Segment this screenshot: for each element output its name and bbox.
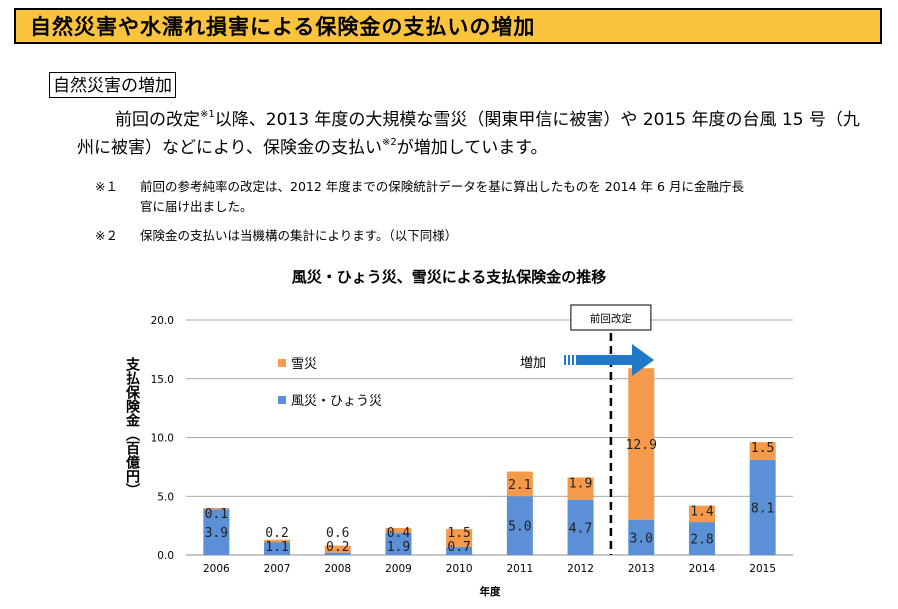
y-axis-label: 支払保険金（百億円） [124,357,140,497]
revision-label: 前回改定 [590,312,632,325]
arrow-tail-stripe [564,355,566,365]
bar-wind-hail [628,519,655,555]
x-tick-label: 2015 [749,563,776,575]
data-label-snow: 1.5 [447,526,470,541]
x-tick-label: 2007 [264,563,291,575]
data-label-wind-hail: 2.8 [690,533,713,548]
data-label-wind-hail: 3.0 [630,531,653,546]
x-axis-title: 年度 [480,585,501,598]
bar-wind-hail [203,509,230,555]
bar-wind-hail [264,542,291,555]
y-tick-label: 15.0 [151,374,174,386]
footnote-ref-1: ※1 [200,109,215,120]
page-title-banner: 自然災害や水濡れ損害による保険金の支払いの増加 [14,8,882,44]
data-label-snow: 0.2 [265,526,288,541]
data-label-wind-hail: 5.0 [508,520,531,535]
data-label-wind-hail: 1.9 [387,540,410,555]
footnote-1-continuation: 官に届け出ました。 [140,199,253,214]
legend-swatch-wind-hail [278,396,286,404]
data-label-wind-hail: 0.7 [447,540,470,555]
increase-label: 増加 [520,356,546,371]
x-tick-label: 2008 [324,563,351,575]
chart-title: 風災・ひょう災、雪災による支払保険金の推移 [291,268,607,286]
bar-wind-hail [446,546,473,555]
data-label-wind-hail: 1.1 [265,540,288,555]
data-label-snow: 12.9 [626,438,657,453]
x-tick-label: 2010 [446,563,473,575]
y-tick-label: 5.0 [157,491,174,503]
data-label-snow: 2.1 [508,478,531,493]
revision-label-box [570,304,652,331]
x-tick-label: 2013 [628,563,655,575]
bar-wind-hail [749,459,776,555]
x-tick-label: 2012 [567,563,594,575]
data-label-snow: 1.4 [690,505,714,520]
bar-snow [688,505,715,523]
bar-snow [203,508,230,510]
bar-snow [749,442,776,460]
body-paragraph: 前回の改定※1以降、2013 年度の大規模な雪災（関東甲信に被害）や 2015 … [77,106,867,162]
paragraph-part1: 前回の改定 [115,110,200,130]
footnote-1-marker: ※１ [95,179,118,194]
arrow-head [632,344,654,376]
page-title: 自然災害や水濡れ損害による保険金の支払いの増加 [30,15,536,39]
x-tick-label: 2006 [203,563,230,575]
legend-swatch-snow [278,359,286,367]
footnote-2-marker: ※２ [95,228,118,243]
legend-label-wind-hail: 風災・ひょう災 [291,394,382,409]
data-label-snow: 0.1 [205,507,228,522]
bar-snow [324,545,351,553]
footnote-2: ※２ 保険金の支払いは当機構の集計によります。（以下同様） [95,226,457,246]
data-label-wind-hail: 4.7 [569,521,592,536]
legend-label-snow: 雪災 [291,357,317,372]
bar-wind-hail [567,499,594,555]
bar-wind-hail [324,552,351,555]
y-tick-label: 10.0 [151,433,174,445]
data-label-wind-hail: 8.1 [751,501,774,516]
bar-snow [628,368,655,520]
data-label-wind-hail: 0.2 [326,540,349,555]
y-tick-label: 20.0 [151,315,174,327]
x-tick-label: 2011 [506,563,533,575]
section-heading: 自然災害の増加 [49,72,176,98]
footnote-ref-2: ※2 [381,137,397,148]
data-label-snow: 1.9 [569,476,592,491]
arrow-tail-stripe [568,355,570,365]
arrow-shaft [576,355,634,365]
data-label-snow: 1.5 [751,441,774,456]
x-tick-label: 2009 [385,563,412,575]
bar-wind-hail [506,496,533,555]
bar-wind-hail [688,522,715,555]
footnote-1: ※１ 前回の参考純率の改定は、2012 年度までの保険統計データを基に算出したもの… [95,177,744,217]
paragraph-part3: が増加しています。 [396,138,548,158]
y-tick-label: 0.0 [157,550,174,562]
bar-snow [264,539,291,543]
arrow-tail-stripe [572,355,574,365]
x-tick-label: 2014 [689,563,716,575]
bar-wind-hail [385,532,412,555]
bar-snow [567,477,594,500]
data-label-snow: 0.6 [326,526,349,541]
data-label-snow: 0.4 [387,526,411,541]
bar-snow [506,471,533,497]
bar-snow [385,527,412,533]
bar-snow [446,529,473,547]
footnote-1-text: 前回の参考純率の改定は、2012 年度までの保険統計データを基に算出したものを … [140,179,744,194]
paragraph-part2: 以降、2013 年度の大規模な雪災（関東甲信に被害）や 2015 年度の台風 1… [77,110,860,158]
data-label-wind-hail: 3.9 [205,526,228,541]
footnote-2-text: 保険金の支払いは当機構の集計によります。（以下同様） [140,228,458,243]
